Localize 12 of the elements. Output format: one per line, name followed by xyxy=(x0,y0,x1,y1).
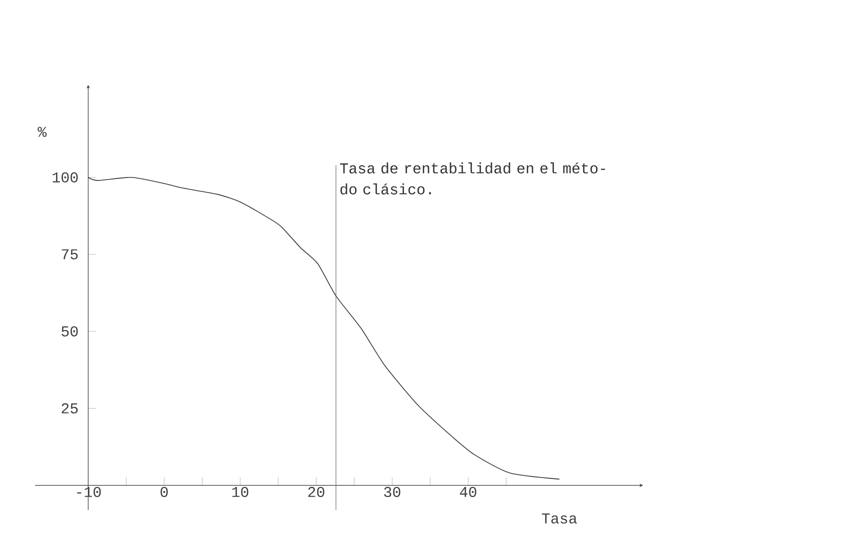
ref-line-label: Tasa de rentabilidad en el méto-do clásico. xyxy=(340,162,606,194)
y-tick-label: 50 xyxy=(62,326,78,336)
x-tick-label: 20 xyxy=(308,486,324,498)
x-tick-label: 40 xyxy=(460,486,476,498)
y-tick-label: 75 xyxy=(62,249,78,260)
x-tick-label: 30 xyxy=(384,486,400,498)
x-tick-label: 0 xyxy=(160,486,168,498)
y-tick-label: 100 xyxy=(52,172,78,182)
y-tick-label: 25 xyxy=(62,403,78,414)
x-axis-title: Tasa xyxy=(542,514,577,524)
y-axis-title: % xyxy=(38,126,47,137)
x-tick-label: 10 xyxy=(232,486,248,498)
